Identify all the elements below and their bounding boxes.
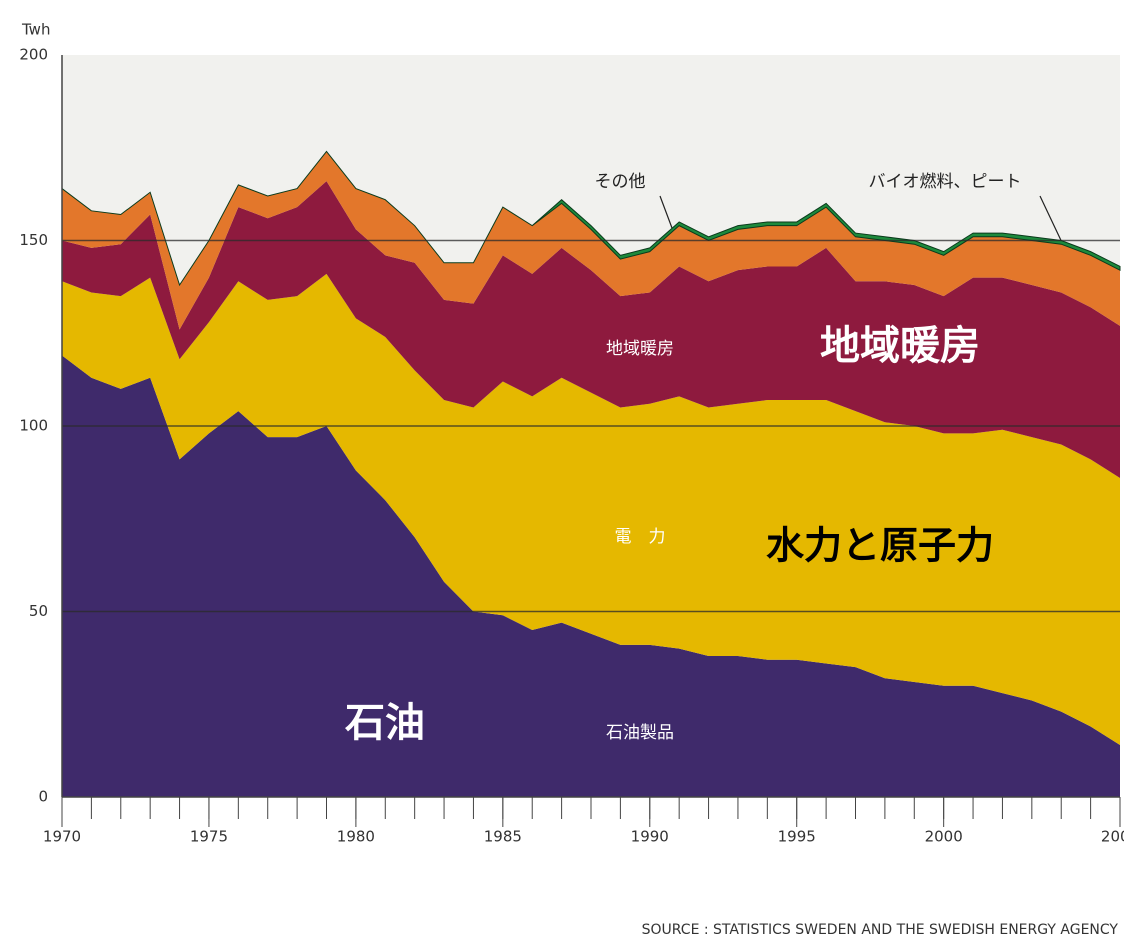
area [62, 355, 1120, 797]
annotation: 石油 [345, 700, 425, 746]
area [61, 150, 1121, 287]
y-tick-label: 150 [19, 231, 48, 249]
series-label: 地域暖房 [606, 339, 674, 359]
y-tick-label: 100 [19, 417, 48, 435]
x-tick-label: 2006 [1101, 828, 1124, 846]
series-label: その他 [595, 172, 646, 192]
x-tick-label: 1990 [631, 828, 669, 846]
y-tick-label: 0 [38, 788, 48, 806]
source: SOURCE : STATISTICS SWEDEN AND THE SWEDI… [642, 922, 1119, 938]
annotation: 水力と原子力 [766, 524, 994, 568]
leader-line [659, 195, 673, 229]
x-tick-label: 1995 [778, 828, 816, 846]
x-tick-label: 1985 [484, 828, 522, 846]
x-tick-label: 1970 [43, 828, 81, 846]
series-label: バイオ燃料、ピート [869, 172, 1022, 192]
series-label: 石油製品 [606, 723, 674, 743]
y-tick-label: 50 [29, 602, 48, 620]
x-tick-label: 1980 [337, 828, 375, 846]
y-axis-label: Twh [21, 21, 50, 39]
area [62, 181, 1120, 478]
series-label: 電 力 [615, 527, 666, 547]
x-tick-label: 1975 [190, 828, 228, 846]
y-tick-label: 200 [19, 46, 48, 64]
area [62, 273, 1120, 746]
annotation: 地域暖房 [820, 323, 980, 369]
x-tick-label: 2000 [925, 828, 963, 846]
